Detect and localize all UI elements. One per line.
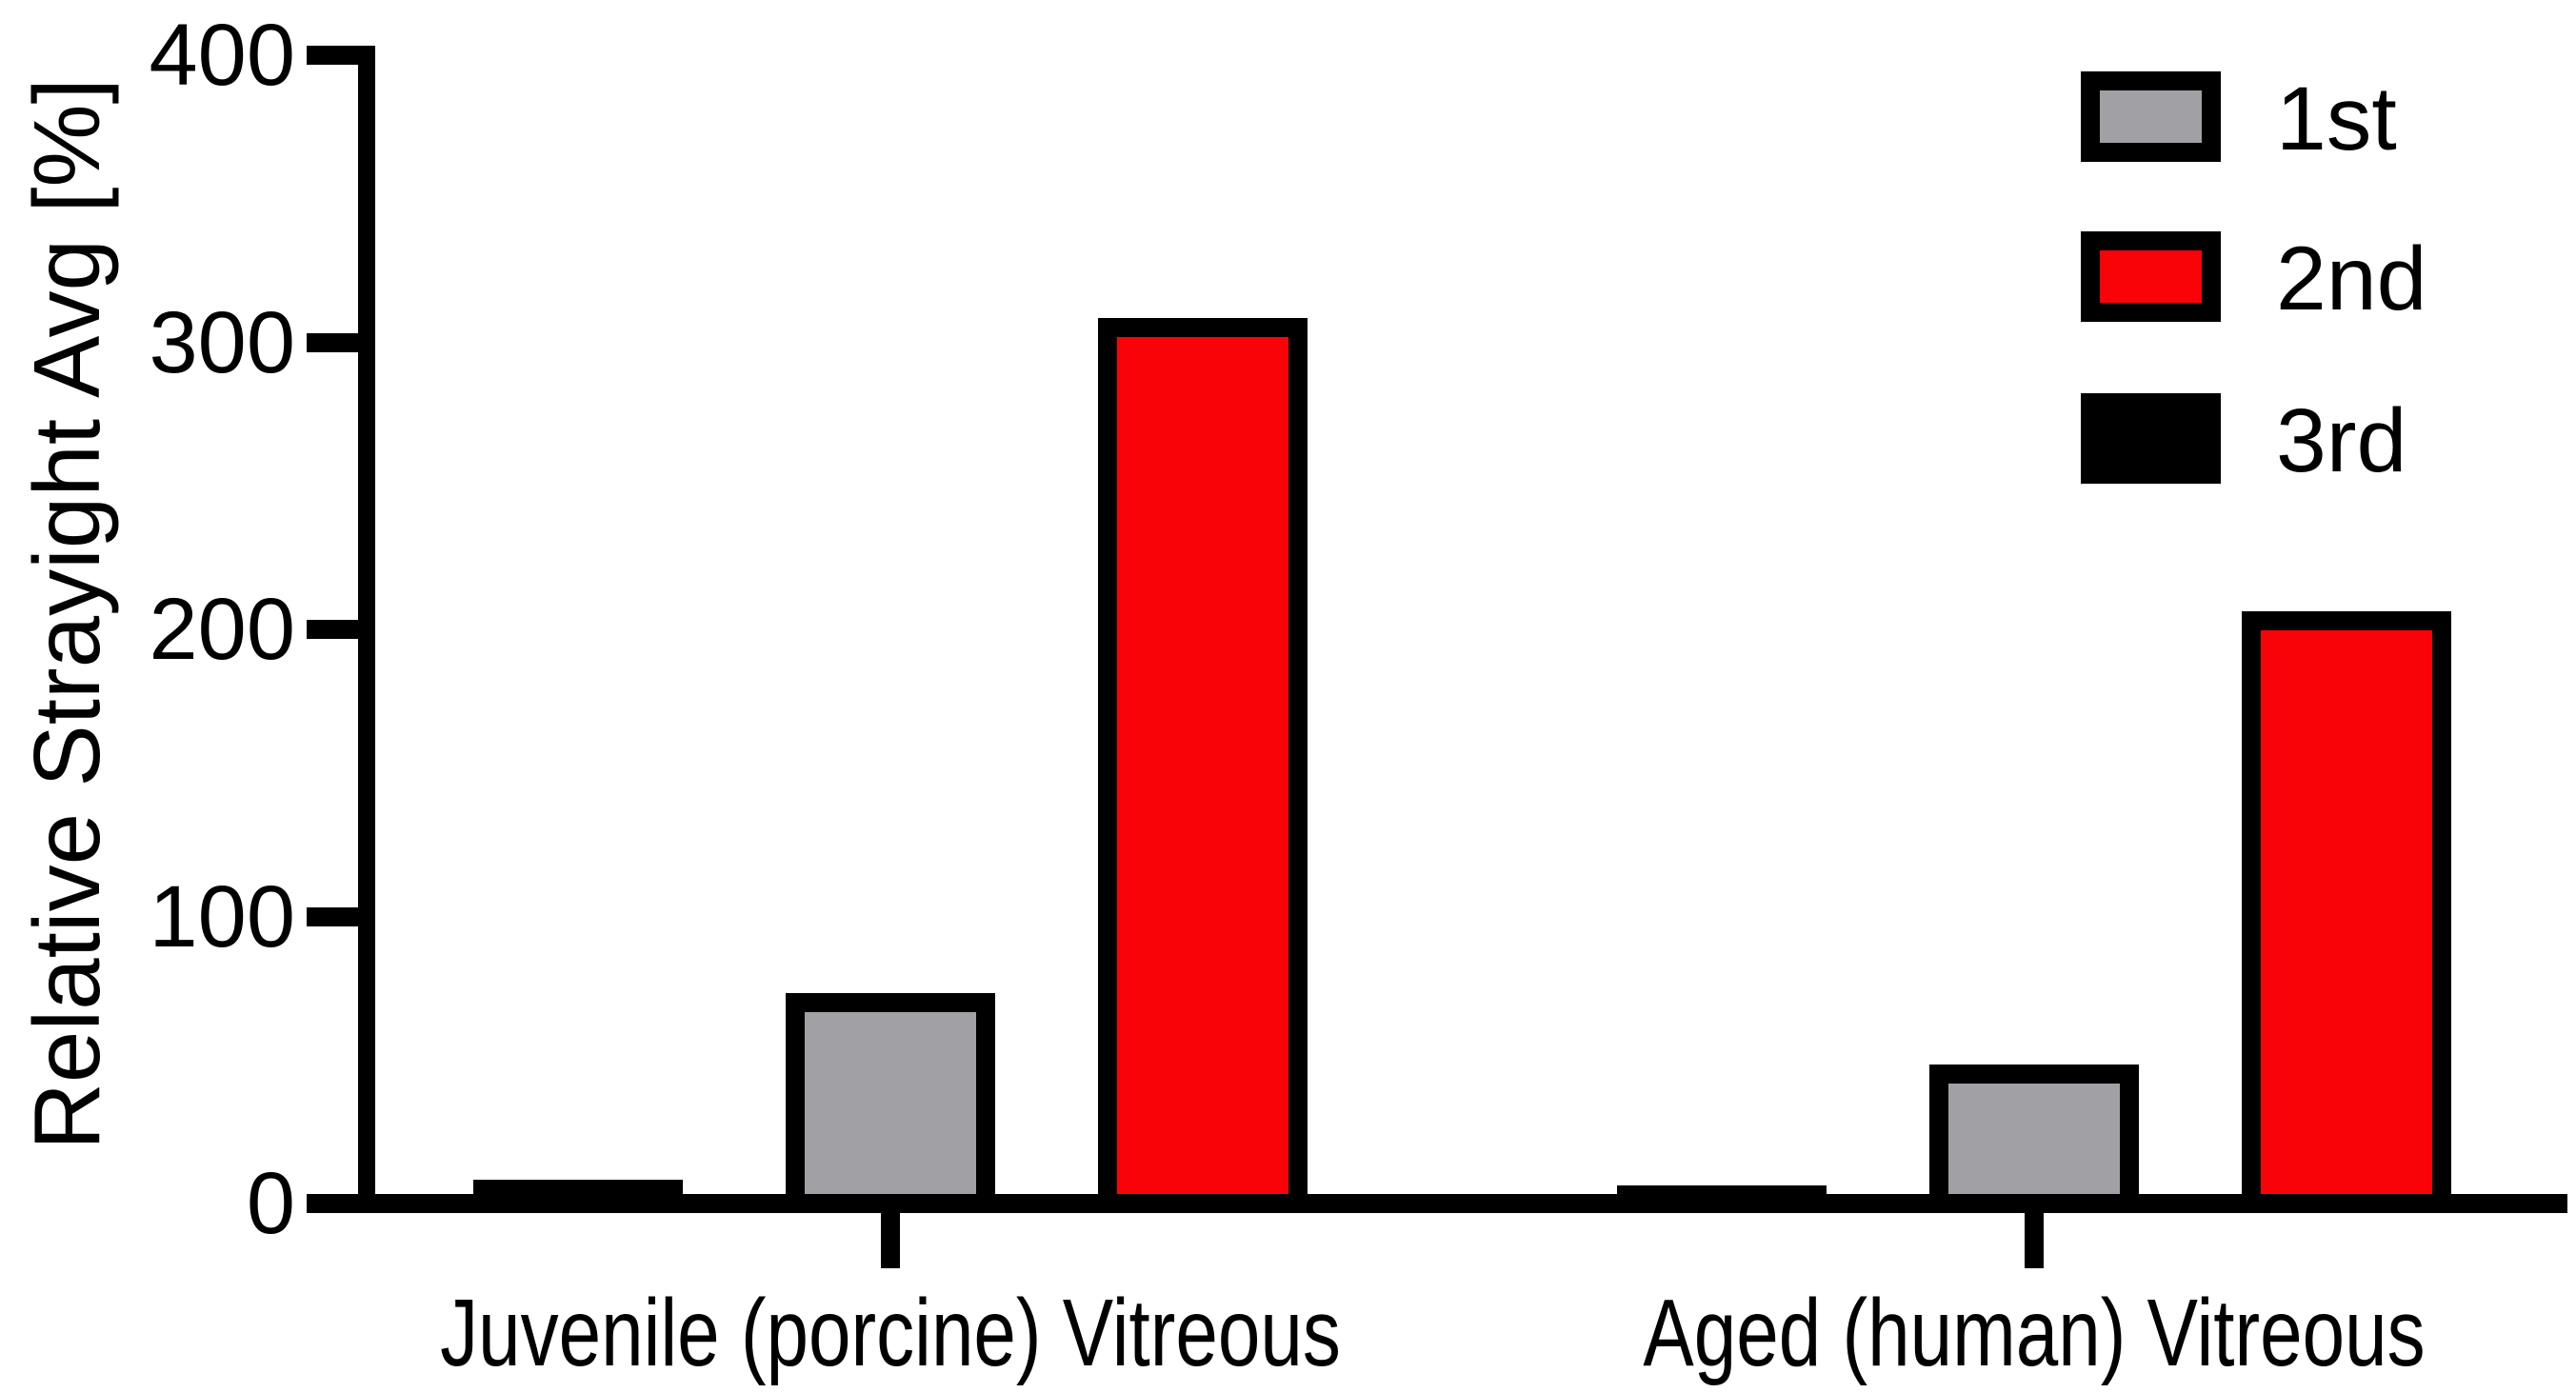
legend-swatch-1st: [2081, 71, 2221, 162]
legend-label-3rd: 3rd: [2276, 390, 2407, 491]
y-tick-mark-400: [307, 46, 358, 65]
x-axis-line: [358, 1194, 2567, 1213]
x-category-label-juvenile: Juvenile (porcine) Vitreous: [440, 1280, 1341, 1386]
bar-1st-group1: [786, 992, 995, 1213]
x-tick-mark-group1: [881, 1213, 900, 1268]
legend-item: [2081, 71, 2221, 162]
bar-1st-group2: [1929, 1065, 2139, 1213]
y-tick-label-300: 300: [149, 293, 296, 391]
y-axis-line: [358, 46, 375, 1213]
y-tick-mark-100: [307, 906, 358, 926]
legend-swatch-3rd: [2081, 393, 2221, 484]
legend-item: [2081, 393, 2221, 484]
y-tick-mark-200: [307, 620, 358, 639]
y-tick-label-200: 200: [149, 581, 296, 678]
legend-item: [2081, 231, 2221, 322]
legend-label-1st: 1st: [2276, 69, 2397, 169]
y-tick-mark-0: [307, 1194, 358, 1213]
x-tick-mark-group2: [2025, 1213, 2044, 1268]
bar-2nd-group2: [2242, 610, 2451, 1213]
bar-2nd-group1: [1098, 318, 1308, 1213]
y-tick-label-0: 0: [246, 1155, 295, 1252]
legend-label-2nd: 2nd: [2276, 229, 2427, 329]
y-tick-label-100: 100: [149, 867, 296, 965]
y-tick-label-400: 400: [149, 7, 296, 104]
legend-swatch-2nd: [2081, 231, 2221, 322]
x-category-label-aged: Aged (human) Vitreous: [1643, 1280, 2426, 1386]
y-tick-mark-300: [307, 332, 358, 352]
